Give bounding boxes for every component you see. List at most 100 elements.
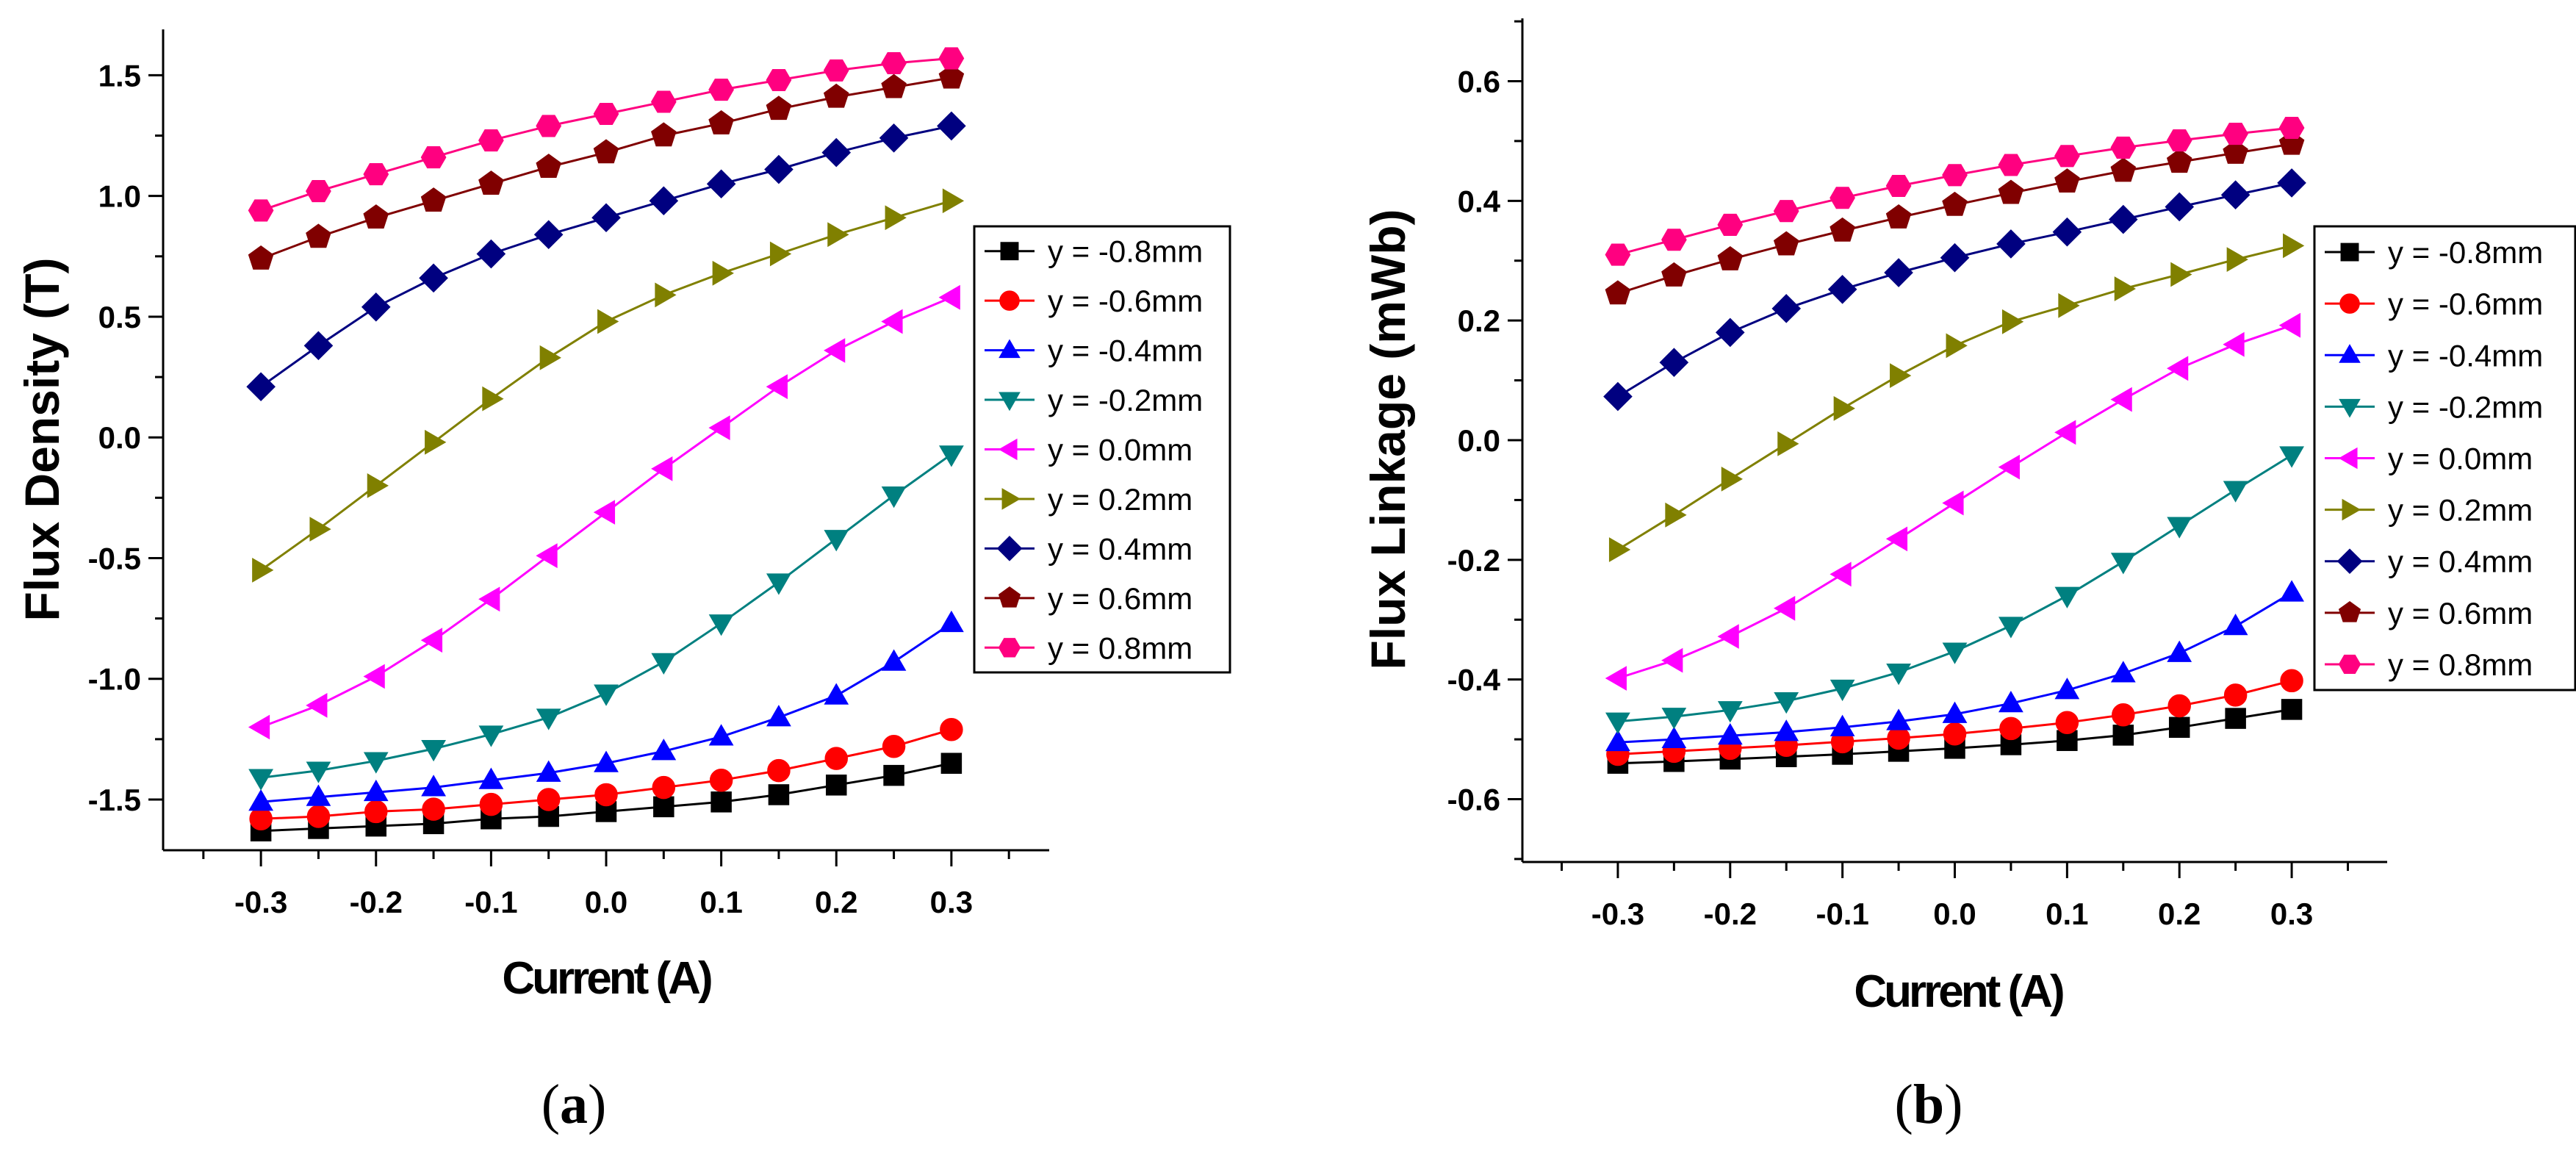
chart-b-data-point	[1830, 679, 1855, 702]
chart-b-data-point	[2225, 708, 2246, 729]
chart-b-data-point	[1717, 624, 1739, 649]
chart-a-data-point	[938, 64, 965, 89]
chart-b-legend-marker	[2338, 654, 2361, 675]
chart-a-y-tick-label: -1.0	[88, 662, 141, 697]
chart-b-x-tick-label: 0.1	[2046, 897, 2088, 931]
chart-a-y-tick-label: -0.5	[88, 541, 141, 575]
chart-a-data-point	[363, 664, 385, 689]
chart-b-y-tick-label: 0.4	[1458, 184, 1501, 218]
chart-b-series-2	[1605, 580, 2304, 752]
chart-b-data-point	[1721, 467, 1743, 492]
chart-b-data-point	[1659, 348, 1689, 377]
chart-b-data-point	[2223, 331, 2245, 357]
chart-a-x-tick-label: 0.3	[930, 885, 973, 919]
chart-a-data-point	[361, 292, 391, 322]
chart-a-y-tick-label: -1.5	[88, 783, 141, 817]
chart-a-legend-label: y = 0.6mm	[1048, 581, 1192, 616]
chart-b-series-line	[1617, 454, 2292, 723]
chart-a-legend-item: y = -0.2mm	[985, 383, 1203, 417]
chart-b-data-point	[2054, 678, 2080, 700]
chart-b-data-point	[2167, 356, 2189, 381]
chart-b-data-point	[2055, 711, 2079, 735]
chart-a-data-point	[651, 739, 677, 761]
chart-a-data-point	[593, 139, 619, 164]
chart-b-series-5	[1608, 233, 2305, 562]
chart-a-data-point	[425, 429, 447, 455]
chart-b-legend-marker	[2339, 344, 2361, 363]
chart-b-legend-item: y = 0.0mm	[2325, 442, 2533, 476]
chart-a-data-point	[419, 263, 448, 293]
chart-a-data-point	[593, 102, 619, 126]
chart-b-data-point	[1887, 726, 1910, 750]
caption-a: (a)	[542, 1074, 607, 1135]
chart-a-legend-item: y = -0.4mm	[985, 334, 1203, 368]
chart-a-data-point	[536, 708, 561, 730]
chart-b-data-point	[2112, 725, 2134, 746]
chart-b-legend-label: y = 0.2mm	[2388, 493, 2533, 528]
chart-a-data-point	[594, 783, 618, 807]
chart-b-x-tick-label: -0.1	[1816, 897, 1868, 931]
chart-a-data-point	[421, 740, 446, 762]
chart-a-data-point	[248, 199, 274, 222]
chart-b-data-point	[1998, 179, 2024, 204]
chart-b-data-point	[2110, 157, 2137, 182]
chart-b-data-point	[1661, 708, 1687, 730]
chart-a-data-point	[533, 220, 564, 250]
chart-b-data-point	[2167, 694, 2191, 718]
chart-a-data-point	[246, 372, 276, 402]
chart-a-x-axis-title: Current (A)	[502, 953, 711, 1004]
chart-b-data-point	[1774, 595, 1796, 621]
chart-b-data-point	[1999, 716, 2023, 741]
chart-a-data-point	[420, 628, 443, 653]
chart-a-legend-marker	[1001, 488, 1021, 510]
chart-a-data-point	[939, 610, 964, 633]
chart-a-data-point	[420, 187, 447, 212]
chart-a-data-point	[306, 784, 331, 806]
chart-b-data-point	[2001, 309, 2024, 334]
chart-a-series-line	[260, 453, 952, 779]
chart-a-legend-label: y = -0.4mm	[1048, 334, 1203, 368]
chart-a-data-point	[938, 284, 960, 310]
chart-b-data-point	[1942, 191, 1968, 216]
chart-a-legend-item: y = -0.8mm	[985, 234, 1203, 269]
chart-a-data-point	[938, 47, 965, 70]
chart-a-legend-marker	[998, 638, 1021, 658]
chart-b-data-point	[1605, 243, 1631, 266]
chart-panel-b: (b) -0.3 -0.2 -0.1 0.0 0.1 0.2 0.3 -0.6 -0.4 -0.2…	[1361, 18, 2576, 1135]
chart-a-legend-label: y = -0.2mm	[1048, 383, 1203, 417]
chart-b-data-point	[2223, 123, 2248, 146]
chart-b-legend-marker	[2342, 498, 2361, 521]
chart-b-data-point	[2278, 116, 2305, 140]
chart-b-data-point	[1942, 164, 1968, 187]
chart-a-legend-item: y = -0.6mm	[985, 284, 1203, 318]
chart-a-data-point	[478, 767, 504, 789]
chart-b-data-point	[1774, 692, 1799, 714]
chart-a-x-tick-label: -0.1	[464, 885, 517, 919]
chart-a-legend-marker	[998, 586, 1021, 608]
chart-a-data-point	[248, 769, 273, 791]
chart-a-data-point	[363, 752, 389, 774]
chart-a-data-point	[939, 445, 964, 467]
chart-a-data-point	[363, 163, 389, 186]
chart-b-legend-item: y = -0.2mm	[2325, 389, 2543, 424]
chart-b-data-point	[2110, 661, 2136, 683]
chart-b-legend: y = -0.8mm y = -0.6mm y = -0.4mm y = -0.2mm…	[2313, 225, 2576, 692]
chart-a-data-point	[881, 309, 903, 334]
chart-b-data-point	[1946, 333, 1968, 359]
chart-b-series-3	[1605, 446, 2304, 734]
chart-a-data-point	[823, 338, 846, 363]
chart-a-x-tick-label: 0.1	[699, 885, 742, 919]
chart-b-data-point	[2281, 699, 2303, 720]
chart-a-data-point	[825, 775, 847, 796]
chart-a-data-point	[655, 282, 677, 308]
chart-a-data-point	[593, 500, 616, 525]
chart-a-data-point	[879, 123, 909, 153]
chart-a-data-point	[651, 456, 673, 481]
chart-a-data-point	[478, 170, 504, 195]
chart-b-data-point	[1608, 537, 1631, 562]
chart-a-data-point	[767, 758, 791, 783]
chart-b-data-point	[1661, 229, 1687, 251]
chart-b-y-tick-label: -0.2	[1447, 543, 1500, 578]
chart-b-data-point	[2283, 233, 2305, 259]
